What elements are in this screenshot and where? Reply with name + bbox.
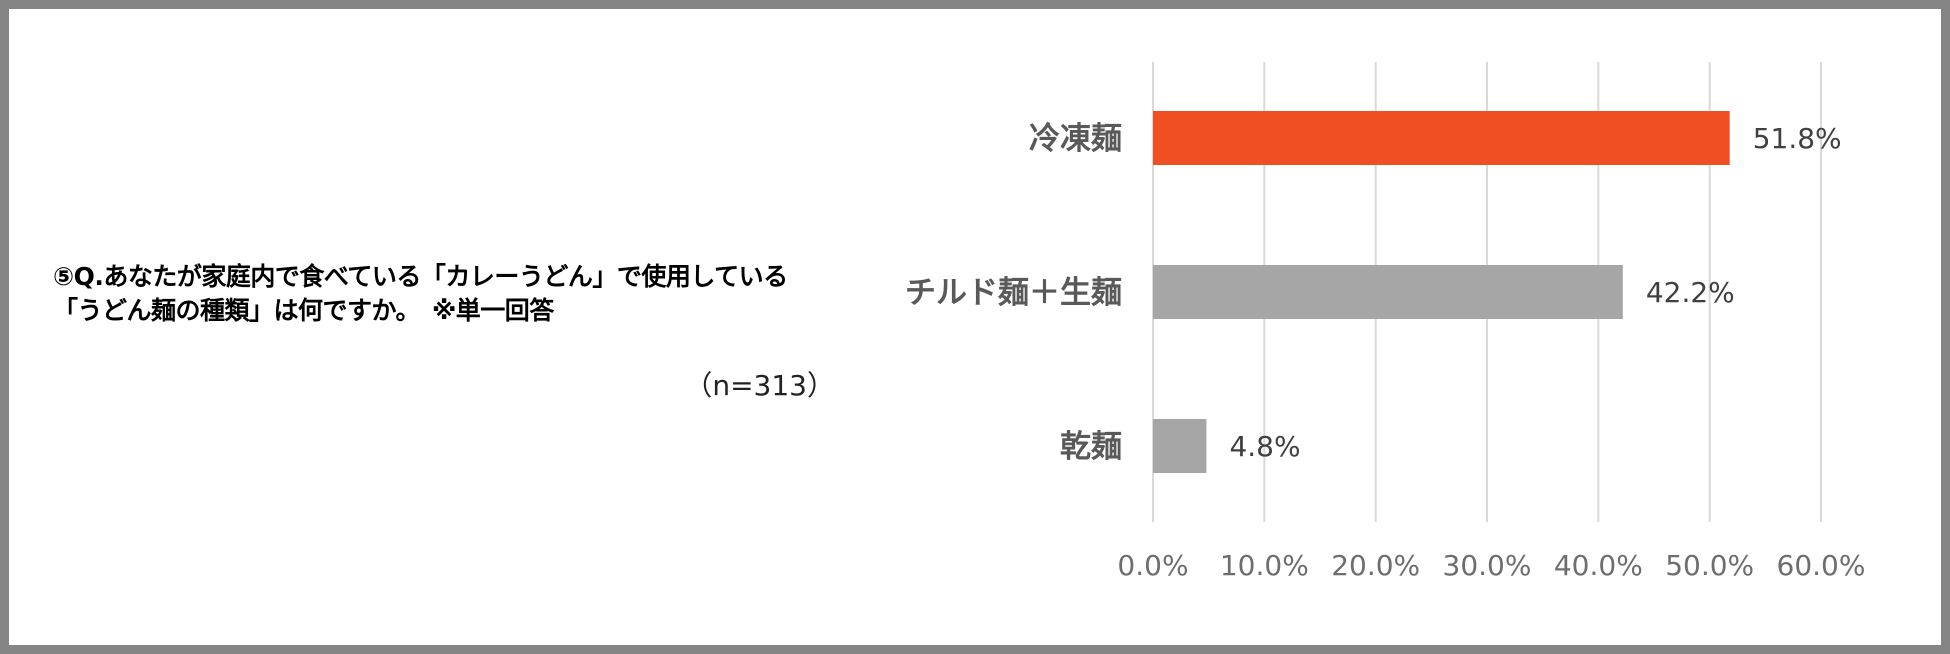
question-line-1: ⑤Q.あなたが家庭内で食べている「カレーうどん」で使用している xyxy=(53,262,788,291)
x-tick-label: 0.0% xyxy=(1117,549,1188,582)
bar xyxy=(1153,265,1623,319)
bars xyxy=(1153,111,1730,473)
bar xyxy=(1153,419,1207,473)
x-tick-label: 40.0% xyxy=(1554,549,1643,582)
data-label: 51.8% xyxy=(1753,122,1842,155)
data-label: 4.8% xyxy=(1229,430,1300,463)
category-label: チルド麺＋生麺 xyxy=(905,275,1122,311)
bar xyxy=(1153,111,1730,165)
category-label: 乾麺 xyxy=(1060,429,1122,465)
category-label: 冷凍麺 xyxy=(1029,121,1122,157)
x-tick-label: 10.0% xyxy=(1220,549,1309,582)
x-tick-label: 50.0% xyxy=(1665,549,1754,582)
x-tick-label: 20.0% xyxy=(1331,549,1420,582)
data-label: 42.2% xyxy=(1646,276,1735,309)
question-text: ⑤Q.あなたが家庭内で食べている「カレーうどん」で使用している 「うどん麺の種類… xyxy=(53,260,873,328)
x-tick-label: 60.0% xyxy=(1777,549,1866,582)
x-axis-ticks: 0.0% 10.0% 20.0% 30.0% 40.0% 50.0% 60.0% xyxy=(1117,549,1865,582)
labels: 冷凍麺 51.8% チルド麺＋生麺 42.2% 乾麺 4.8% xyxy=(905,121,1842,465)
question-line-2: 「うどん麺の種類」は何ですか。 ※単一回答 xyxy=(53,296,554,325)
x-tick-label: 30.0% xyxy=(1443,549,1532,582)
sample-size: （n=313） xyxy=(684,369,835,402)
